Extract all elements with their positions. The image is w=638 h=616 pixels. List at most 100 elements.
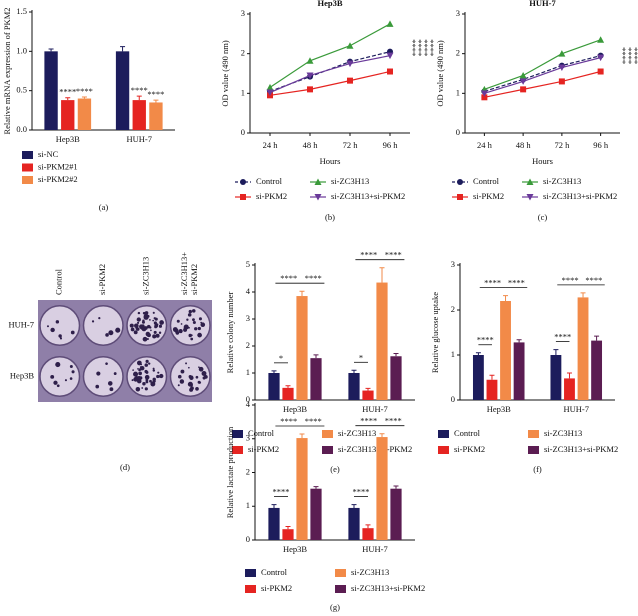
- legend-swatch: [22, 163, 33, 172]
- y-tick-label: 2: [241, 48, 245, 58]
- error-bar: [136, 95, 142, 101]
- significance: ****: [353, 487, 370, 497]
- significance: ****: [562, 275, 579, 285]
- significance: ****: [414, 39, 424, 56]
- legend-label: si-ZC3H13: [351, 567, 389, 577]
- significance: ****: [385, 416, 402, 426]
- bar: [348, 373, 360, 400]
- colony: [201, 323, 205, 326]
- error-bar: [65, 97, 71, 101]
- legend-swatch: [528, 430, 539, 438]
- colony: [195, 386, 199, 391]
- colony: [201, 371, 207, 376]
- column-label: si-ZC3H13+: [179, 252, 189, 295]
- colony: [140, 363, 143, 366]
- colony: [149, 326, 152, 329]
- colony: [180, 369, 185, 374]
- legend-swatch: [322, 446, 333, 454]
- error-bar: [313, 354, 319, 359]
- significance: ****: [59, 87, 76, 97]
- panel-label: (a): [99, 202, 109, 212]
- colony: [70, 330, 75, 335]
- y-tick-label: 3: [246, 433, 250, 443]
- x-tick-label: HUH-7: [362, 404, 388, 414]
- y-tick-label: 4: [246, 399, 251, 409]
- colony: [194, 327, 198, 331]
- y-tick-label: 1: [241, 87, 245, 97]
- colony: [46, 325, 49, 328]
- colony: [152, 311, 155, 314]
- bar: [550, 355, 562, 400]
- colony: [55, 362, 61, 368]
- legend-marker: [314, 194, 322, 201]
- bar: [268, 507, 280, 540]
- y-tick-label: 0: [246, 394, 250, 404]
- bar: [149, 102, 163, 130]
- significance: ****: [280, 416, 297, 426]
- colony: [135, 327, 140, 331]
- y-tick-label: 3: [456, 8, 460, 18]
- bar: [513, 342, 525, 400]
- significance: ****: [618, 47, 628, 64]
- colony: [154, 324, 159, 328]
- line: [269, 23, 391, 88]
- x-tick-label: 96 h: [383, 140, 399, 150]
- colony: [137, 311, 141, 315]
- row-label: HUH-7: [9, 319, 35, 329]
- colony: [137, 321, 140, 324]
- point: [306, 72, 314, 79]
- colony: [180, 323, 183, 325]
- error-bar: [553, 349, 559, 355]
- x-tick-label: Hep3B: [487, 404, 511, 414]
- legend-label: si-ZC3H13+si-PKM2: [543, 191, 617, 201]
- bar: [268, 373, 280, 400]
- column-label: Control: [54, 268, 64, 295]
- y-axis-label: Relative mRNA expression of PKM2: [2, 7, 12, 134]
- significance: ****: [420, 39, 430, 56]
- point: [346, 42, 354, 49]
- colony: [187, 366, 190, 369]
- plate: [82, 305, 124, 346]
- colony: [188, 326, 190, 329]
- colony: [191, 334, 193, 337]
- colony: [56, 384, 60, 388]
- colony: [197, 326, 201, 331]
- error-bar: [285, 385, 291, 388]
- colony: [95, 384, 100, 389]
- error-bar: [271, 504, 277, 508]
- y-axis-label: Relative lactate production: [225, 426, 235, 518]
- error-bar: [351, 369, 357, 373]
- legend-label: si-ZC3H13: [543, 176, 581, 186]
- legend-label: si-NC: [38, 149, 59, 159]
- point: [307, 86, 313, 93]
- panel-label: (b): [325, 212, 335, 222]
- error-bar: [393, 353, 399, 357]
- colony: [131, 379, 134, 382]
- y-tick-label: 1: [456, 87, 460, 97]
- bar: [115, 51, 130, 131]
- point: [481, 94, 488, 101]
- colony: [136, 317, 141, 322]
- panel-label: (d): [120, 462, 130, 472]
- colony: [149, 318, 151, 321]
- point: [519, 78, 527, 85]
- significance: ****: [508, 278, 525, 288]
- colony: [198, 381, 202, 384]
- legend-marker: [457, 194, 463, 200]
- legend-label: Control: [248, 428, 275, 438]
- point: [386, 52, 394, 60]
- legend-swatch: [22, 176, 33, 184]
- legend-marker: [457, 179, 463, 185]
- y-tick-label: 1: [451, 349, 455, 359]
- significance: ****: [554, 332, 571, 342]
- colony: [135, 387, 141, 392]
- colony: [137, 367, 139, 370]
- point: [387, 68, 393, 75]
- colony: [136, 376, 142, 381]
- bar: [500, 301, 511, 400]
- legend-marker: [240, 194, 246, 200]
- colony: [143, 326, 148, 330]
- y-tick-label: 0: [241, 127, 245, 137]
- legend-label: si-PKM2: [473, 191, 504, 201]
- significance: *: [279, 353, 283, 363]
